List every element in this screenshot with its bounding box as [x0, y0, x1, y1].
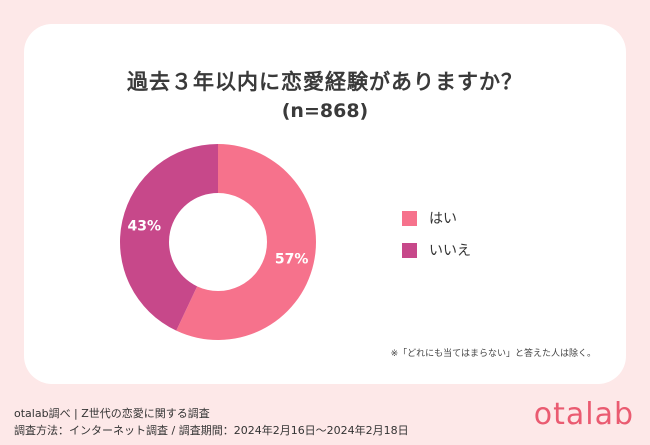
data-label-yes: 57%: [275, 251, 309, 267]
footnote: ※「どれにも当てはまらない」と答えた人は除く。: [390, 349, 596, 359]
legend-label-no: いいえ: [429, 243, 471, 259]
chart-subtitle: (n=868): [281, 100, 369, 122]
otalab-logo: otalab: [533, 397, 634, 432]
legend-label-yes: はい: [429, 211, 457, 227]
method-line: 調査方法：インターネット調査 / 調査期間：2024年2月16日〜2024年2月…: [14, 424, 409, 437]
donut-chart: 57% 43%: [119, 144, 316, 340]
chart-title: 過去３年以内に恋愛経験がありますか？: [127, 70, 523, 94]
slice-yes: [176, 144, 316, 340]
legend-item-no: いいえ: [402, 240, 471, 260]
chart-legend: はい いいえ: [402, 208, 471, 272]
source-footer: otalab調べ | Z世代の恋愛に関する調査 調査方法：インターネット調査 /…: [14, 405, 409, 439]
source-line: otalab調べ | Z世代の恋愛に関する調査: [14, 407, 210, 420]
data-label-no: 43%: [128, 219, 162, 235]
legend-swatch-yes: [402, 210, 417, 226]
legend-item-yes: はい: [402, 208, 471, 228]
chart-card: 過去３年以内に恋愛経験がありますか？ (n=868) 57% 43% はい いいえ…: [24, 24, 626, 384]
slice-no: [119, 144, 218, 331]
legend-swatch-no: [402, 242, 417, 258]
